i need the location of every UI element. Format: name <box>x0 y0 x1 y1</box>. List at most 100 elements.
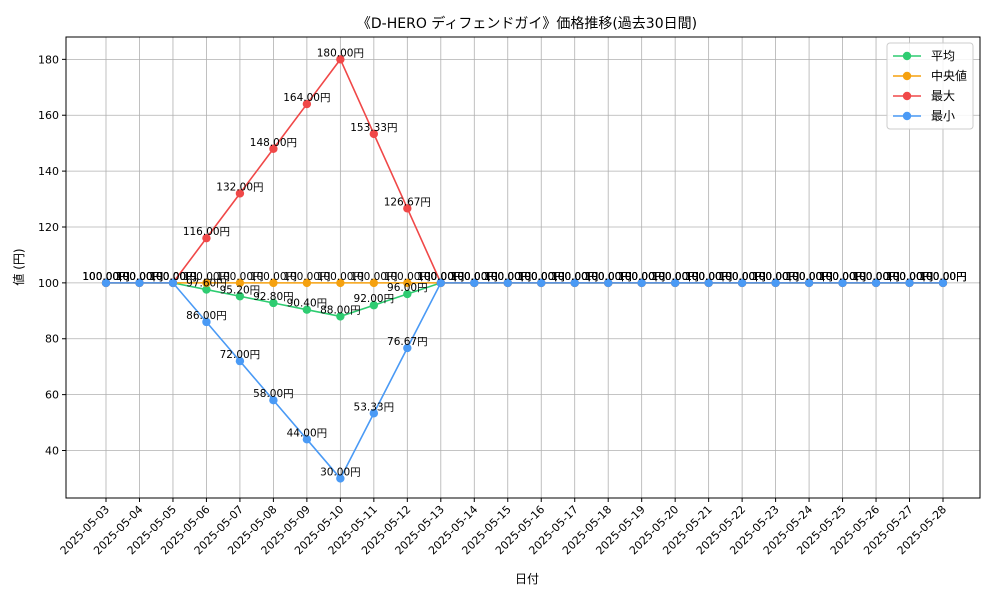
data-label: 100.00円 <box>116 271 163 283</box>
data-label: 53.33円 <box>354 401 395 413</box>
data-label: 116.00円 <box>183 226 230 238</box>
data-point <box>269 396 278 405</box>
data-point <box>369 278 379 288</box>
data-label: 100.00円 <box>350 271 397 283</box>
data-label: 100.00円 <box>718 271 765 283</box>
data-label: 100.00円 <box>652 271 699 283</box>
legend-marker <box>902 111 912 121</box>
legend-entry-label: 平均 <box>931 49 955 63</box>
data-label: 100.00円 <box>718 271 765 283</box>
data-label: 100.00円 <box>685 271 732 283</box>
grid-lines <box>66 37 980 498</box>
data-point <box>704 278 713 288</box>
data-label: 100.00円 <box>551 271 598 283</box>
data-point <box>570 278 579 288</box>
data-label: 90.40円 <box>287 298 328 310</box>
data-label: 100.00円 <box>82 271 129 283</box>
data-label: 100.00円 <box>216 271 263 283</box>
chart-title: 《D-HERO ディフェンドガイ》価格推移(過去30日間) <box>357 15 697 32</box>
data-label: 100.00円 <box>551 271 598 283</box>
data-point <box>905 278 914 288</box>
data-point <box>168 278 178 288</box>
data-labels: 100.00円100.00円100.00円97.60円95.20円92.80円9… <box>82 47 966 478</box>
data-label: 100.00円 <box>149 271 196 283</box>
y-tick-label: 160 <box>38 109 59 122</box>
y-tick-label: 100 <box>38 277 59 290</box>
data-label: 100.00円 <box>116 271 163 283</box>
data-label: 132.00円 <box>216 181 263 193</box>
data-point <box>369 409 379 418</box>
data-label: 100.00円 <box>819 271 866 283</box>
data-label: 100.00円 <box>518 271 565 283</box>
data-point <box>101 278 111 288</box>
data-label: 92.80円 <box>253 291 294 303</box>
data-label: 126.67円 <box>384 196 431 208</box>
data-point <box>336 55 345 64</box>
data-point <box>302 278 312 288</box>
y-tick-label: 120 <box>38 221 59 234</box>
data-label: 100.00円 <box>484 271 531 283</box>
data-point <box>235 356 245 366</box>
data-label: 100.00円 <box>752 271 799 283</box>
data-point <box>737 278 747 288</box>
data-point <box>336 474 345 483</box>
data-label: 100.00円 <box>886 271 933 283</box>
data-point <box>403 289 412 299</box>
data-point <box>202 285 211 294</box>
data-point <box>403 343 412 353</box>
x-axis-title: 日付 <box>515 572 539 586</box>
data-label: 100.00円 <box>685 271 732 283</box>
data-label: 100.00円 <box>618 271 665 283</box>
data-label: 100.00円 <box>752 271 799 283</box>
data-label: 100.00円 <box>852 271 899 283</box>
data-label: 100.00円 <box>785 271 832 283</box>
data-point <box>436 278 445 288</box>
data-point <box>336 312 345 321</box>
data-point <box>269 298 278 308</box>
data-label: 100.00円 <box>819 271 866 283</box>
data-label: 100.00円 <box>149 271 196 283</box>
data-label: 100.00円 <box>250 271 297 283</box>
data-label: 100.00円 <box>183 271 230 283</box>
data-label: 100.00円 <box>484 271 531 283</box>
data-label: 100.00円 <box>819 271 866 283</box>
data-label: 100.00円 <box>484 271 531 283</box>
data-label: 72.00円 <box>220 349 261 361</box>
data-label: 100.00円 <box>752 271 799 283</box>
data-label: 153.33円 <box>350 122 397 134</box>
data-point <box>771 278 780 288</box>
data-label: 100.00円 <box>384 271 431 283</box>
legend-marker <box>902 71 912 81</box>
data-point <box>503 278 512 288</box>
data-point <box>135 278 144 288</box>
data-point <box>235 292 245 301</box>
data-label: 100.00円 <box>919 271 966 283</box>
data-label: 100.00円 <box>116 271 163 283</box>
data-label: 100.00円 <box>685 271 732 283</box>
data-label: 100.00円 <box>652 271 699 283</box>
data-label: 100.00円 <box>919 271 966 283</box>
data-point <box>637 278 646 288</box>
data-point <box>804 278 814 288</box>
legend-entry-label: 中央値 <box>931 68 967 83</box>
y-tick-label: 80 <box>45 333 59 346</box>
data-label: 100.00円 <box>652 271 699 283</box>
data-point <box>269 278 278 288</box>
data-point <box>670 278 680 288</box>
data-label: 100.00円 <box>417 271 464 283</box>
data-label: 100.00円 <box>551 271 598 283</box>
y-axis-title: 値 (円) <box>11 248 26 285</box>
data-point <box>403 278 412 288</box>
data-label: 100.00円 <box>618 271 665 283</box>
data-label: 100.00円 <box>585 271 632 283</box>
y-axis-ticks: 40 60 80 100 120 140 160 180 <box>38 53 66 458</box>
data-point <box>470 278 479 288</box>
data-label: 100.00円 <box>484 271 531 283</box>
data-label: 100.00円 <box>886 271 933 283</box>
data-label: 148.00円 <box>250 137 297 149</box>
data-label: 100.00円 <box>451 271 498 283</box>
data-label: 97.60円 <box>186 278 227 290</box>
data-label: 100.00円 <box>919 271 966 283</box>
